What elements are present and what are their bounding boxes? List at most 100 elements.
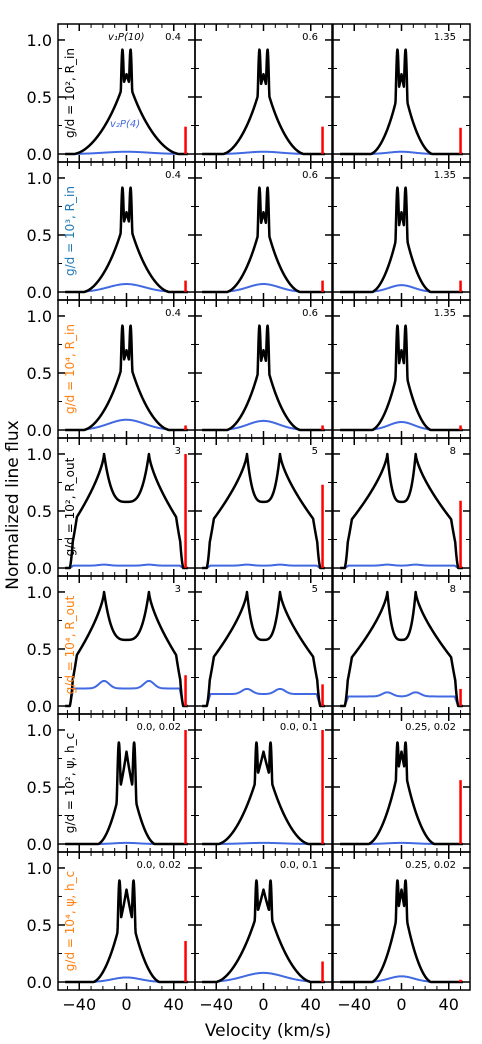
panel-annotation: 0.25, 0.02 — [405, 860, 456, 871]
x-tick-label: 40 — [301, 995, 321, 1014]
y-tick-label: 1.0 — [27, 31, 52, 50]
panel: 5 — [194, 437, 333, 577]
panel: 0.0, 0.1 — [194, 713, 333, 853]
v2-p4-series-line — [65, 418, 188, 432]
panel-annotation: 5 — [312, 446, 318, 457]
y-tick-label: 0.5 — [27, 88, 52, 107]
panel-annotation: 1.35 — [434, 170, 456, 181]
panel-annotation: 0.6 — [302, 308, 318, 319]
panel-row: 3 0.0 0.5 1.0 g/d = 10⁴, R_out 5 8 — [27, 575, 471, 716]
panel-annotation: 3 — [175, 584, 181, 595]
panel: 8 — [332, 437, 471, 577]
panel-annotation: 0.0, 0.1 — [280, 860, 318, 871]
panel-frame — [194, 713, 333, 853]
panel-annotation: 1.35 — [434, 308, 456, 319]
panel-annotation: 0.6 — [302, 32, 318, 43]
panel-frame — [194, 23, 333, 163]
row-label: g/d = 10³, R_in — [63, 186, 77, 276]
v1-p10-series-line — [339, 452, 464, 570]
panel: 0.6 — [194, 161, 333, 301]
y-tick-label: 1.0 — [27, 169, 52, 188]
y-tick-label: 1.0 — [27, 307, 52, 326]
x-tick-label: 40 — [164, 995, 184, 1014]
y-tick-label: 0.0 — [27, 559, 52, 578]
panel-frame — [57, 23, 196, 163]
row-label: g/d = 10⁴, R_in — [63, 324, 77, 414]
panel-frame — [194, 299, 333, 439]
panel-annotation: 0.4 — [165, 308, 181, 319]
panel: 0.0, 0.1 −40 0 40 — [194, 851, 333, 1014]
panel-row: 0.0, 0.02 0.0 0.5 1.0 g/d = 10⁴, ψ, h_c −40 0 4… — [27, 851, 471, 1014]
panel-row: 0.4 0.0 0.5 1.0 g/d = 10², R_in v₁P(10) v₂P(4)… — [27, 23, 471, 164]
panel: 8 — [332, 575, 471, 715]
v1-p10-series-line — [64, 590, 189, 708]
v1-p10-series-line — [339, 741, 464, 846]
panel-annotation: 0.25, 0.02 — [405, 722, 456, 733]
panel-frame — [57, 437, 196, 577]
v1-p10-series-line — [339, 590, 464, 708]
v1-p10-series-line — [201, 879, 326, 984]
panel-annotation: 0.0, 0.1 — [280, 722, 318, 733]
panel-row: 3 0.0 0.5 1.0 g/d = 10², R_out 5 8 — [27, 437, 471, 578]
y-tick-label: 1.0 — [27, 859, 52, 878]
panel-frame — [194, 851, 333, 991]
x-axis-label: Velocity (km/s) — [205, 1021, 331, 1041]
v2-p4-series-line — [340, 691, 463, 708]
x-tick-label: 0 — [121, 995, 131, 1014]
v2-p4-series-line — [202, 841, 325, 846]
panel: 3 0.0 0.5 1.0 g/d = 10², R_out — [27, 437, 196, 578]
v1-p10-series-line — [64, 452, 189, 570]
v2-p4-series-line — [202, 687, 325, 708]
y-tick-label: 0.0 — [27, 283, 52, 302]
y-tick-label: 0.0 — [27, 973, 52, 992]
v2-p4-series-line — [202, 971, 325, 984]
v1-p10-series-line — [201, 452, 326, 570]
panel: 5 — [194, 575, 333, 715]
y-tick-label: 0.5 — [27, 916, 52, 935]
panel-frame — [332, 161, 471, 301]
row-label: g/d = 10⁴, R_out — [63, 595, 77, 694]
v1-p10-series-line — [64, 324, 189, 432]
panel-frame — [57, 713, 196, 853]
panel: 1.35 — [332, 23, 471, 163]
v1-p10-series-line — [339, 324, 464, 432]
v2-p4-series-line — [65, 679, 188, 708]
panel-frame — [332, 713, 471, 853]
panel-row: 0.4 0.0 0.5 1.0 g/d = 10⁴, R_in 0.6 1.35 — [27, 299, 471, 440]
v1-p10-series-line — [64, 741, 189, 846]
panel-annotation: 8 — [450, 446, 456, 457]
panel-row: 0.4 0.0 0.5 1.0 g/d = 10³, R_in 0.6 1.35 — [27, 161, 471, 302]
panel: 0.4 0.0 0.5 1.0 g/d = 10², R_in v₁P(10) v₂P(4) — [27, 23, 196, 164]
row-label: g/d = 10², R_out — [63, 457, 77, 556]
x-tick-label: 40 — [439, 995, 459, 1014]
legend-v2-label: v₂P(4) — [110, 119, 140, 130]
panel: 0.25, 0.02 — [332, 713, 471, 853]
v2-p4-series-line — [202, 419, 325, 432]
v1-p10-series-line — [201, 741, 326, 846]
panel-frame — [332, 437, 471, 577]
v2-p4-series-line — [340, 563, 463, 570]
x-tick-label: −40 — [337, 995, 371, 1014]
panel-frame — [332, 23, 471, 163]
y-tick-label: 1.0 — [27, 583, 52, 602]
panel-frame — [194, 437, 333, 577]
panel: 0.25, 0.02 −40 0 40 — [332, 851, 471, 1014]
panel: 0.6 — [194, 23, 333, 163]
row-label: g/d = 10⁴, ψ, h_c — [63, 871, 77, 971]
y-tick-label: 0.0 — [27, 697, 52, 716]
y-tick-label: 0.0 — [27, 835, 52, 854]
panel: 0.4 0.0 0.5 1.0 g/d = 10⁴, R_in — [27, 299, 196, 440]
panel: 1.35 — [332, 299, 471, 439]
y-tick-label: 0.5 — [27, 778, 52, 797]
panel-annotation: 0.4 — [165, 32, 181, 43]
panel-frame — [57, 161, 196, 301]
panel-frame — [332, 575, 471, 715]
panel-frame — [57, 575, 196, 715]
x-tick-label: −40 — [62, 995, 96, 1014]
y-tick-label: 0.5 — [27, 226, 52, 245]
y-tick-label: 0.0 — [27, 421, 52, 440]
panel-frame — [57, 299, 196, 439]
v1-p10-series-line — [339, 48, 464, 156]
v2-p4-series-line — [202, 563, 325, 570]
